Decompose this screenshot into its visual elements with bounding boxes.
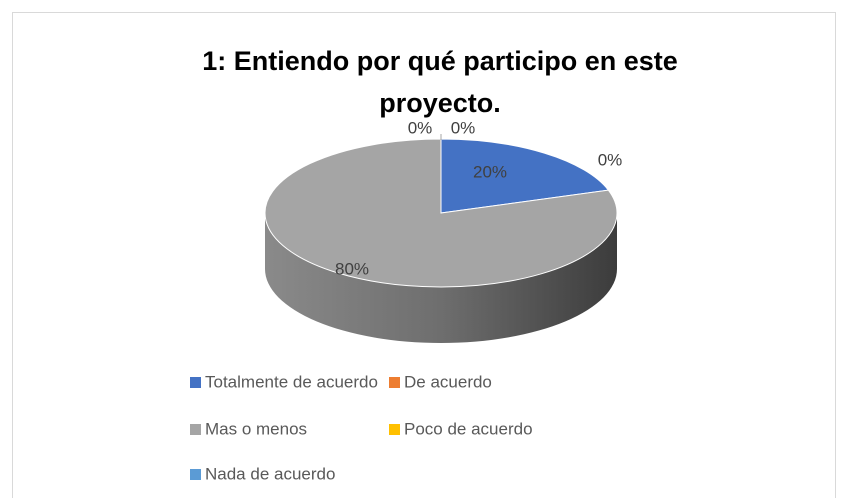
legend-swatch: [389, 424, 400, 435]
legend-label: Nada de acuerdo: [205, 464, 335, 483]
legend-label: Poco de acuerdo: [404, 419, 533, 438]
legend-label: Totalmente de acuerdo: [205, 372, 378, 391]
legend-swatch: [190, 424, 201, 435]
data-label: 0%: [451, 118, 476, 137]
data-label: 0%: [408, 118, 433, 137]
chart-title: 1: Entiendo por qué participo en este pr…: [202, 46, 678, 118]
data-label: 0%: [598, 150, 623, 169]
data-label: 80%: [335, 259, 369, 278]
legend-swatch: [389, 377, 400, 388]
data-label: 20%: [473, 162, 507, 181]
legend-label: Mas o menos: [205, 419, 307, 438]
pie-side: [265, 213, 617, 343]
legend-label: De acuerdo: [404, 372, 492, 391]
legend-swatch: [190, 377, 201, 388]
pie-slice: [440, 138, 610, 214]
pie-slice: [264, 138, 618, 288]
legend-swatch: [190, 469, 201, 480]
